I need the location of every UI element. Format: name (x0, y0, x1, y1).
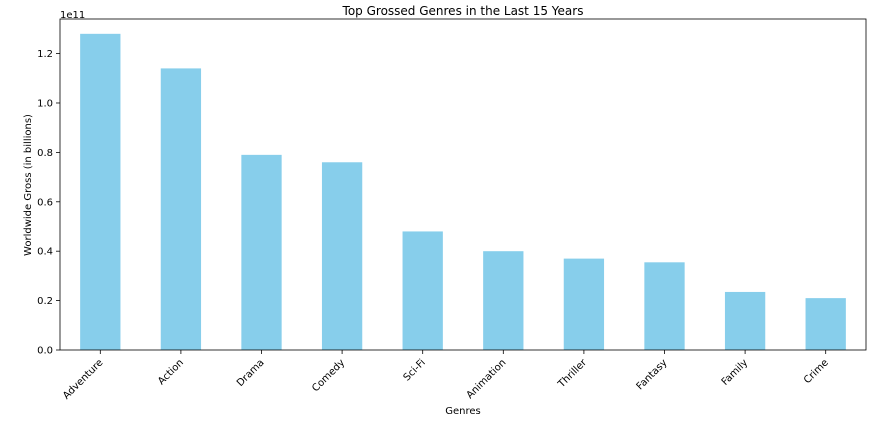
y-offset-label: 1e11 (60, 10, 85, 21)
y-axis-label: Worldwide Gross (in billions) (23, 114, 34, 256)
bar-animation (483, 251, 524, 350)
bar-fantasy (644, 262, 685, 350)
x-axis-label: Genres (445, 406, 481, 417)
y-tick-label: 0.4 (37, 247, 53, 258)
bar-family (724, 291, 766, 350)
bars-group (80, 33, 846, 351)
y-tick-label: 0.6 (37, 197, 53, 208)
y-tick-label: 0.2 (37, 296, 53, 307)
y-tick-label: 0.8 (37, 148, 53, 159)
bar-sci-fi (402, 231, 443, 350)
x-tick-label-animation: Animation (465, 357, 509, 401)
y-tick-label: 1.0 (37, 98, 53, 109)
x-tick-label-action: Action (156, 357, 186, 387)
x-tick-label-comedy: Comedy (310, 357, 347, 394)
bar-crime (805, 298, 846, 350)
chart-title: Top Grossed Genres in the Last 15 Years (342, 4, 584, 18)
y-axis-ticks: 0.0 0.2 0.4 0.6 0.8 1.0 1.2 (37, 49, 60, 357)
x-axis-ticks: Adventure Action Drama Comedy Sci-Fi Animatio… (61, 350, 831, 402)
x-tick-label-fantasy: Fantasy (635, 357, 670, 392)
y-tick-label: 0.0 (37, 346, 53, 357)
x-tick-label-thriller: Thriller (556, 357, 590, 391)
x-tick-label-crime: Crime (802, 357, 831, 386)
x-tick-label-drama: Drama (235, 357, 267, 389)
x-tick-label-family: Family (720, 357, 751, 388)
bar-thriller (563, 258, 605, 350)
x-tick-label-sci-fi: Sci-Fi (402, 357, 428, 383)
bar-comedy (321, 162, 363, 350)
plot-frame (59, 18, 867, 351)
bar-adventure (80, 33, 121, 351)
x-tick-label-adventure: Adventure (61, 357, 105, 401)
bar-action (160, 68, 202, 350)
bar-drama (241, 154, 282, 350)
y-tick-label: 1.2 (37, 49, 53, 60)
